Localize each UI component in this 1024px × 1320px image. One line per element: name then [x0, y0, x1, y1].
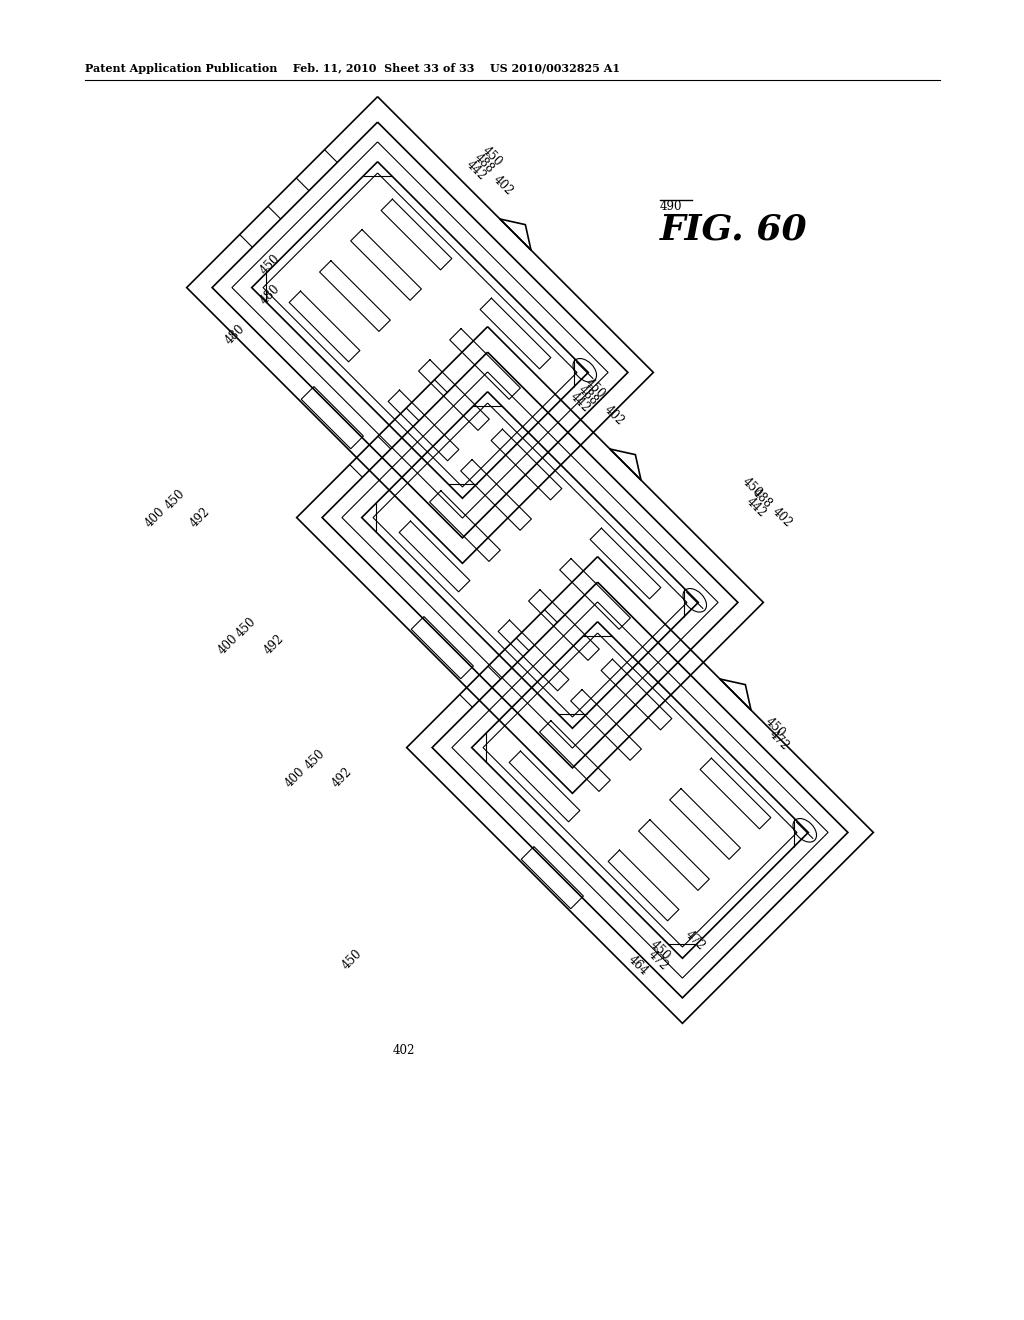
Text: 488: 488: [471, 150, 497, 176]
Text: 400: 400: [142, 506, 168, 531]
Text: 490: 490: [660, 201, 683, 214]
Text: Patent Application Publication    Feb. 11, 2010  Sheet 33 of 33    US 2010/00328: Patent Application Publication Feb. 11, …: [85, 62, 620, 74]
Text: 472: 472: [767, 727, 792, 752]
Text: 450: 450: [583, 375, 607, 400]
Text: FIG. 60: FIG. 60: [660, 213, 808, 247]
Text: 480: 480: [257, 282, 283, 308]
Text: 442: 442: [464, 157, 488, 182]
Text: 472: 472: [682, 928, 708, 953]
Text: 450: 450: [739, 474, 765, 499]
Text: 402: 402: [393, 1044, 415, 1056]
Text: 442: 442: [743, 495, 768, 520]
Text: 450: 450: [339, 948, 365, 973]
Text: 450: 450: [647, 937, 673, 962]
Text: 400: 400: [283, 766, 307, 791]
Text: 402: 402: [490, 173, 515, 198]
Text: 480: 480: [222, 322, 248, 347]
Text: 450: 450: [257, 252, 283, 277]
Text: 450: 450: [302, 747, 328, 772]
Text: 450: 450: [479, 144, 505, 169]
Text: 492: 492: [330, 766, 354, 791]
Text: 492: 492: [261, 632, 287, 657]
Text: 442: 442: [567, 389, 593, 414]
Text: 402: 402: [601, 403, 627, 428]
Text: 450: 450: [763, 714, 787, 739]
Text: 488: 488: [575, 383, 600, 408]
Text: 492: 492: [187, 506, 213, 531]
Text: 450: 450: [233, 615, 258, 640]
Text: 488: 488: [750, 486, 774, 511]
Text: 450: 450: [163, 487, 187, 512]
Text: 400: 400: [215, 632, 241, 657]
Text: 402: 402: [769, 504, 795, 529]
Text: 472: 472: [645, 948, 671, 973]
Text: 464: 464: [626, 953, 650, 978]
